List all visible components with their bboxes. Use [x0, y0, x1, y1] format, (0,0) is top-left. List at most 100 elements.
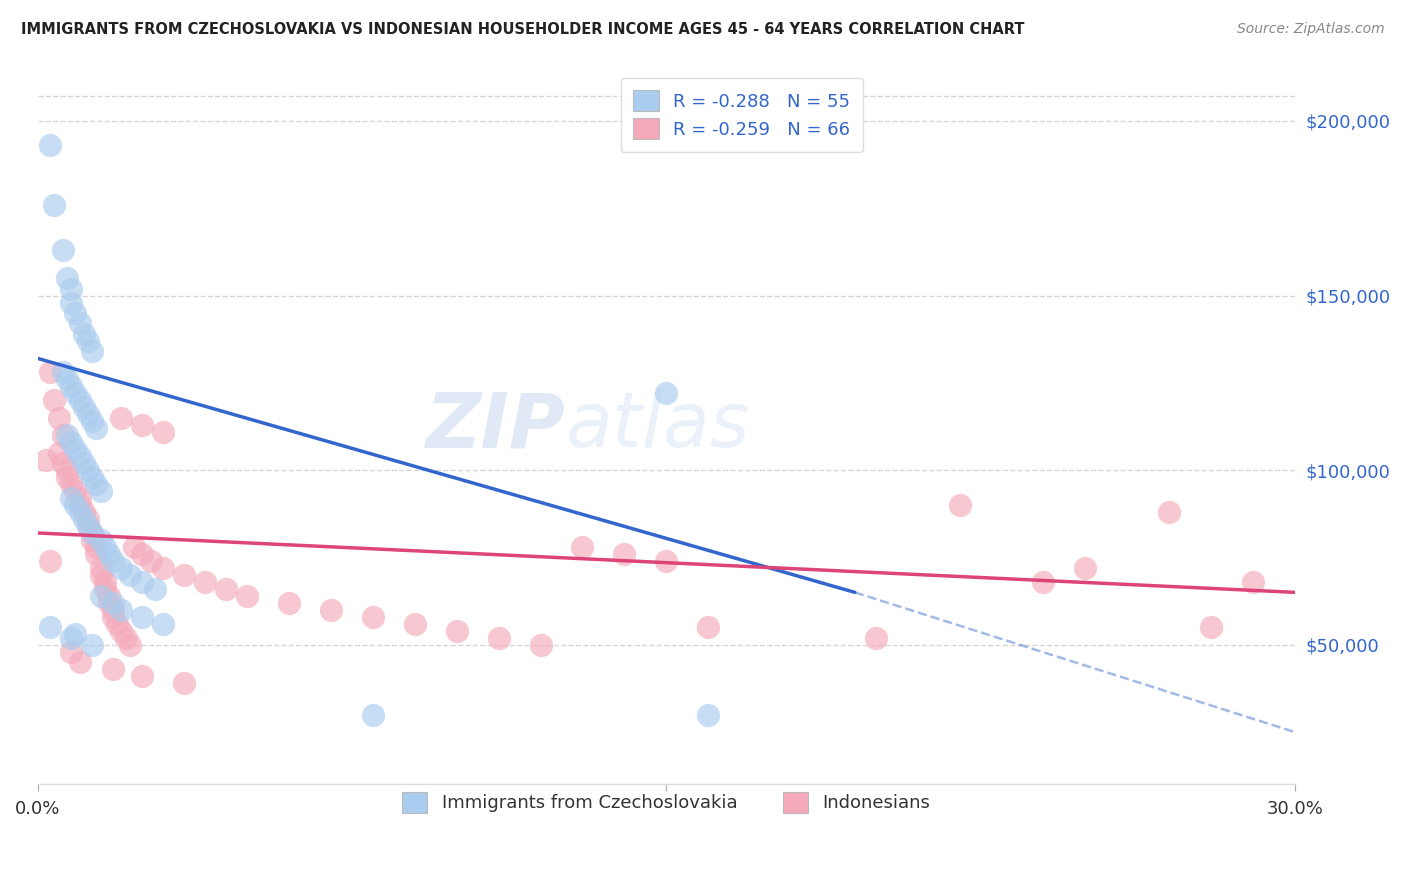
Point [131, 574, 153, 589]
Point [697, 620, 720, 634]
Point [52, 243, 75, 257]
Point [65, 627, 87, 641]
Point [48, 445, 70, 459]
Point [39, 365, 62, 379]
Point [48, 410, 70, 425]
Point [69, 449, 91, 463]
Point [56, 463, 79, 477]
Point [143, 582, 166, 596]
Point [139, 554, 162, 568]
Text: IMMIGRANTS FROM CZECHOSLOVAKIA VS INDONESIAN HOUSEHOLDER INCOME AGES 45 - 64 YEA: IMMIGRANTS FROM CZECHOSLOVAKIA VS INDONE… [21, 22, 1025, 37]
Point [101, 662, 124, 676]
Point [69, 491, 91, 505]
Point [93, 582, 115, 596]
Point [152, 425, 174, 439]
Point [194, 574, 217, 589]
Point [97, 596, 120, 610]
Point [39, 554, 62, 568]
Point [73, 326, 96, 341]
Point [131, 609, 153, 624]
Point [35, 452, 58, 467]
Point [56, 271, 79, 285]
Point [77, 512, 100, 526]
Point [65, 306, 87, 320]
Point [65, 498, 87, 512]
Point [697, 707, 720, 722]
Point [105, 616, 128, 631]
Point [529, 638, 551, 652]
Legend: Immigrants from Czechoslovakia, Indonesians: Immigrants from Czechoslovakia, Indonesi… [389, 780, 943, 825]
Point [82, 526, 104, 541]
Point [93, 574, 115, 589]
Point [118, 638, 141, 652]
Point [69, 505, 91, 519]
Point [110, 561, 132, 575]
Point [446, 624, 468, 638]
Point [86, 547, 108, 561]
Point [404, 616, 426, 631]
Y-axis label: Householder Income Ages 45 - 64 years: Householder Income Ages 45 - 64 years [0, 260, 8, 592]
Point [90, 484, 112, 499]
Point [131, 669, 153, 683]
Point [488, 631, 510, 645]
Point [82, 638, 104, 652]
Point [60, 645, 83, 659]
Point [1241, 574, 1264, 589]
Point [77, 463, 100, 477]
Point [122, 540, 145, 554]
Point [361, 609, 384, 624]
Point [60, 435, 83, 450]
Point [97, 589, 120, 603]
Point [39, 620, 62, 634]
Point [60, 295, 83, 310]
Point [69, 498, 91, 512]
Point [56, 372, 79, 386]
Point [86, 421, 108, 435]
Point [90, 561, 112, 575]
Point [82, 344, 104, 359]
Point [118, 568, 141, 582]
Point [173, 676, 195, 690]
Point [655, 554, 678, 568]
Point [60, 491, 83, 505]
Point [101, 596, 124, 610]
Point [101, 554, 124, 568]
Point [1199, 620, 1222, 634]
Point [110, 603, 132, 617]
Point [152, 561, 174, 575]
Text: ZIP: ZIP [426, 390, 565, 464]
Point [60, 379, 83, 393]
Point [73, 505, 96, 519]
Point [82, 414, 104, 428]
Point [73, 456, 96, 470]
Point [77, 519, 100, 533]
Point [90, 568, 112, 582]
Point [93, 540, 115, 554]
Point [69, 655, 91, 669]
Point [73, 401, 96, 415]
Text: atlas: atlas [565, 390, 751, 464]
Point [44, 393, 66, 408]
Point [82, 533, 104, 547]
Point [52, 456, 75, 470]
Point [39, 138, 62, 153]
Point [86, 540, 108, 554]
Point [86, 477, 108, 491]
Point [173, 568, 195, 582]
Point [90, 533, 112, 547]
Point [865, 631, 887, 645]
Point [77, 407, 100, 421]
Point [73, 512, 96, 526]
Point [77, 519, 100, 533]
Point [131, 417, 153, 432]
Text: Source: ZipAtlas.com: Source: ZipAtlas.com [1237, 22, 1385, 37]
Point [110, 624, 132, 638]
Point [52, 365, 75, 379]
Point [1157, 505, 1180, 519]
Point [1032, 574, 1054, 589]
Point [361, 707, 384, 722]
Point [948, 498, 970, 512]
Point [319, 603, 342, 617]
Point [152, 616, 174, 631]
Point [655, 386, 678, 401]
